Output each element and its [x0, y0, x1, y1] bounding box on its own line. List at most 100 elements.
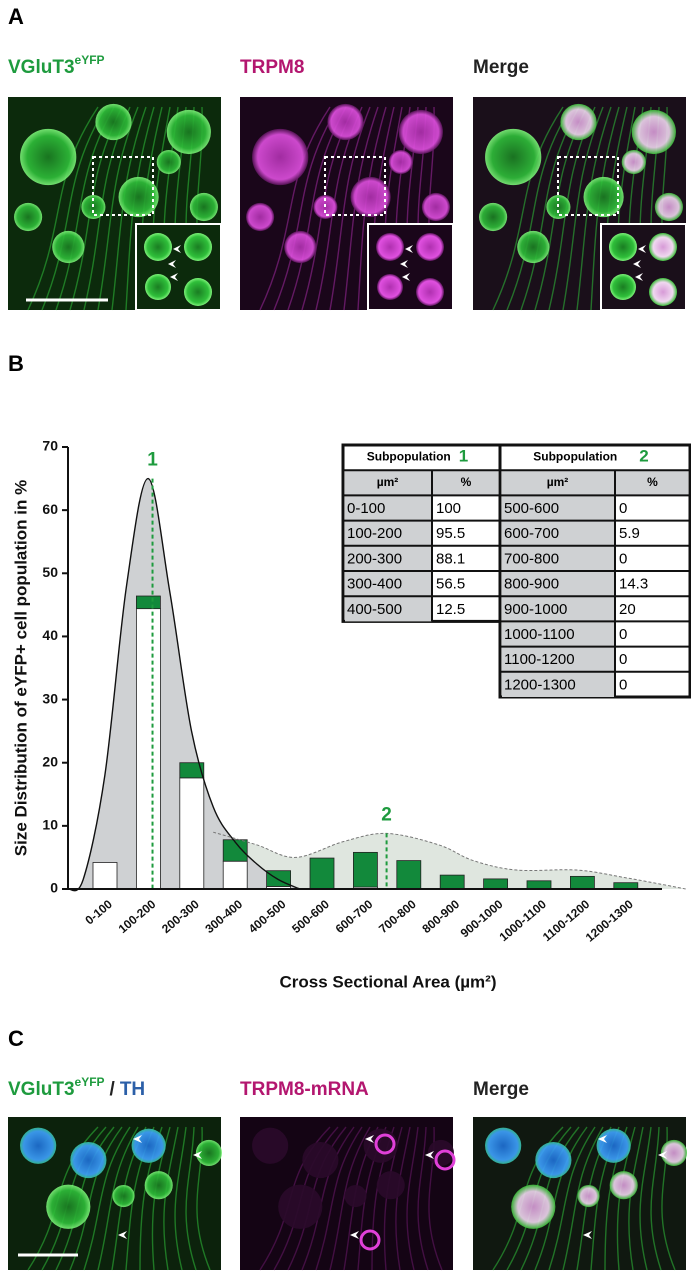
- fiber: [315, 1126, 363, 1271]
- trpm8-cell: [374, 1133, 396, 1155]
- fiber: [406, 1126, 419, 1271]
- cell: [535, 1142, 572, 1179]
- table-title: Subpopulation 1: [367, 447, 468, 466]
- row-label-cell: [502, 646, 615, 672]
- arrowhead: [168, 260, 176, 268]
- cell: [95, 103, 132, 141]
- trpm8-cell: [359, 1229, 381, 1251]
- row-value: 0: [619, 676, 627, 693]
- cell: [131, 1128, 166, 1163]
- x-tick-label: 100-200: [116, 897, 159, 936]
- title-superscript: eYFP: [75, 53, 105, 67]
- row-label-cell: [345, 520, 432, 546]
- trpm8-cell: [434, 1149, 456, 1171]
- row-label-cell: [502, 571, 615, 597]
- cell: [112, 1184, 135, 1208]
- column-header: µm²: [547, 475, 569, 489]
- y-tick-label: 30: [42, 690, 58, 706]
- row-label-cell: [345, 495, 432, 521]
- column-header: µm²: [377, 475, 399, 489]
- panel-label: C: [8, 1026, 24, 1051]
- arrowhead: [350, 1231, 359, 1239]
- micrograph: [473, 1117, 688, 1271]
- fiber: [273, 106, 339, 311]
- cell: [479, 202, 508, 232]
- arrowhead: [365, 1135, 374, 1143]
- curve-area: [68, 478, 300, 891]
- peak-label: 2: [381, 804, 392, 825]
- fiber: [329, 1126, 371, 1271]
- cell: [621, 149, 646, 175]
- arrowhead: [118, 1231, 127, 1239]
- image-title: TRPM8: [240, 57, 304, 78]
- cell: [583, 176, 624, 218]
- x-tick-label: 300-400: [202, 897, 245, 936]
- micrograph: [8, 97, 222, 311]
- row-value: 56.5: [436, 576, 465, 593]
- fiber: [650, 1126, 662, 1271]
- row-value: 12.5: [436, 601, 465, 618]
- cell: [189, 192, 218, 222]
- fiber: [69, 1126, 123, 1271]
- cell: [660, 1139, 688, 1166]
- fiber: [548, 1126, 596, 1271]
- cell: [144, 1171, 173, 1200]
- bar-segment: [222, 860, 248, 890]
- table-subheader: [345, 470, 498, 496]
- micrograph: [240, 97, 454, 311]
- zoom-box: [557, 156, 619, 216]
- fiber: [506, 106, 572, 311]
- title-text: TH: [120, 1079, 145, 1100]
- inset-cell: [184, 233, 212, 261]
- bar-segment: [526, 880, 552, 890]
- zoom-box: [92, 156, 154, 216]
- fiber: [185, 1126, 197, 1271]
- title-text: VGluT3: [8, 57, 75, 78]
- y-tick-label: 50: [42, 564, 58, 580]
- title-text: Merge: [473, 1079, 529, 1100]
- cell: [327, 103, 364, 141]
- arrowhead: [402, 273, 410, 281]
- y-tick-label: 10: [42, 817, 58, 833]
- arrowhead: [635, 273, 643, 281]
- x-tick-label: 1000-1100: [497, 897, 550, 944]
- table-group: 1: [459, 447, 468, 466]
- arrowhead: [658, 1151, 667, 1159]
- cell: [46, 1184, 91, 1229]
- arrowhead: [173, 245, 181, 253]
- y-axis-label: Size Distribution of eYFP+ cell populati…: [11, 480, 30, 856]
- bar-segment: [309, 857, 335, 890]
- cell: [654, 192, 683, 222]
- y-tick-label: 0: [50, 880, 58, 896]
- inset-cell: [145, 274, 171, 300]
- row-label: 700-800: [504, 550, 559, 567]
- inset-cell: [609, 233, 637, 261]
- row-label: 0-100: [347, 500, 385, 517]
- fiber: [534, 1126, 588, 1271]
- fiber: [259, 106, 331, 311]
- title-text: TRPM8: [240, 57, 304, 78]
- cell: [20, 1127, 57, 1164]
- table-subheader: [502, 470, 688, 496]
- x-tick-label: 1200-1300: [583, 897, 636, 945]
- row-label: 1100-1200: [504, 651, 575, 668]
- panel-label: B: [8, 351, 24, 376]
- cell: [278, 1184, 323, 1229]
- bar-segment: [92, 862, 118, 890]
- arrowhead: [425, 1151, 434, 1159]
- row-label: 400-500: [347, 601, 402, 618]
- row-label: 500-600: [504, 500, 559, 517]
- row-value: 100: [436, 500, 461, 517]
- fiber: [329, 106, 371, 311]
- fiber: [41, 106, 107, 311]
- image-title: TRPM8-mRNA: [240, 1079, 369, 1100]
- column-header: %: [461, 475, 472, 489]
- x-tick-label: 400-500: [246, 897, 289, 936]
- x-tick-label: 0-100: [82, 897, 115, 928]
- micrograph: [240, 1117, 456, 1271]
- inset-cell: [144, 233, 172, 261]
- curve-line: [67, 477, 301, 892]
- bar-segment: [179, 762, 205, 779]
